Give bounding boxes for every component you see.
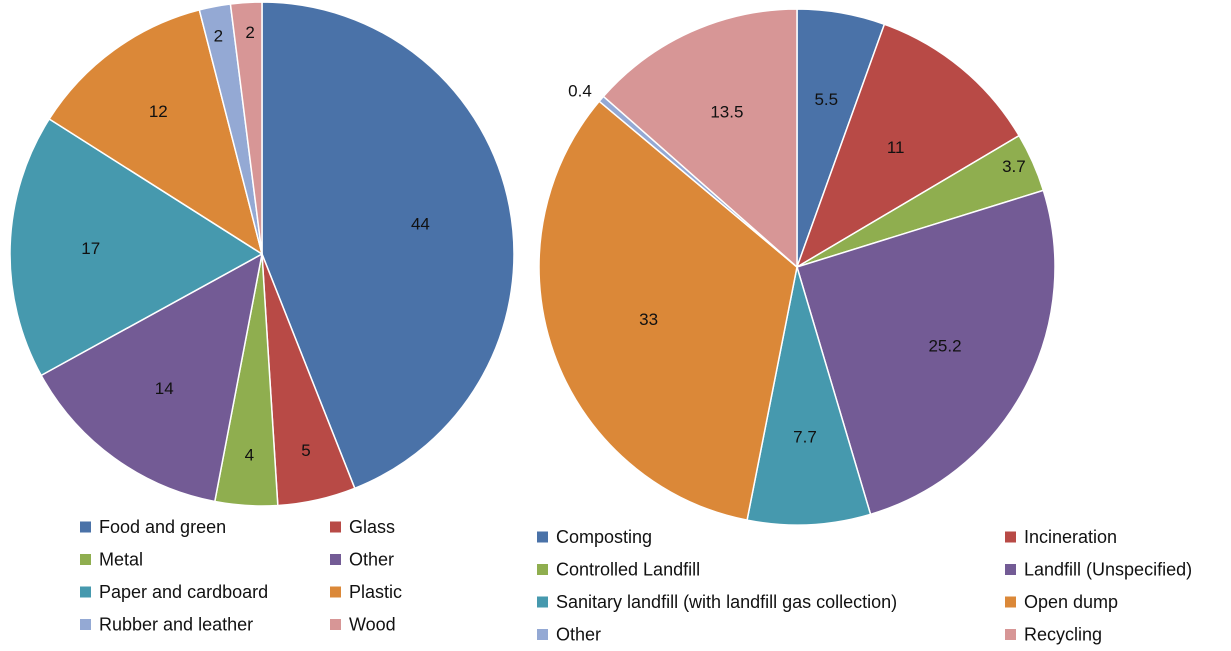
legend-label-rubber-and-leather: Rubber and leather <box>99 615 253 635</box>
pie-slice-plastic <box>48 9 263 255</box>
legend-swatch-incineration <box>1005 531 1016 543</box>
legend-item-open-dump: Open dump <box>1005 592 1118 612</box>
waste-composition-legend: Food and green Glass Metal Other Paper and c… <box>80 517 402 635</box>
legend-item-controlled-landfill: Controlled Landfill <box>537 560 700 580</box>
pie-slice-food-and-green <box>261 1 515 490</box>
legend-swatch-glass <box>330 521 341 533</box>
slice-label-rubber-and-leather: 2 <box>214 27 223 46</box>
legend-swatch-food-and-green <box>80 521 91 533</box>
legend-item-rubber-and-leather: Rubber and leather <box>80 615 253 635</box>
legend-item-recycling: Recycling <box>1005 625 1102 645</box>
legend-label-paper-and-cardboard: Paper and cardboard <box>99 582 268 602</box>
slice-label-glass: 5 <box>301 441 310 460</box>
legend-item-metal: Metal <box>80 550 143 570</box>
legend-label-sanitary-landfill-with-landfill-gas-collection: Sanitary landfill (with landfill gas col… <box>556 592 897 612</box>
legend-swatch-other <box>537 629 548 640</box>
legend-item-glass: Glass <box>330 517 395 537</box>
legend-item-incineration: Incineration <box>1005 527 1117 547</box>
slice-label-open-dump: 33 <box>639 310 658 329</box>
legend-item-paper-and-cardboard: Paper and cardboard <box>80 582 268 602</box>
legend-label-glass: Glass <box>349 517 395 537</box>
slice-label-composting: 5.5 <box>814 90 838 109</box>
legend-label-other: Other <box>349 550 394 570</box>
slice-label-food-and-green: 44 <box>411 214 430 233</box>
legend-item-plastic: Plastic <box>330 582 402 602</box>
legend-swatch-paper-and-cardboard <box>80 586 91 598</box>
slice-label-plastic: 12 <box>149 102 168 121</box>
legend-swatch-wood <box>330 619 341 630</box>
pie-slice-open-dump <box>538 100 798 521</box>
waste-composition-pie-chart: 44 5 4 14 17 12 2 2 <box>9 1 515 507</box>
pie-slice-paper-and-cardboard <box>9 118 263 377</box>
legend-swatch-metal <box>80 554 91 565</box>
legend-item-landfill-unspecified: Landfill (Unspecified) <box>1005 560 1192 580</box>
legend-label-food-and-green: Food and green <box>99 517 226 537</box>
slice-label-incineration: 11 <box>887 138 905 157</box>
legend-label-metal: Metal <box>99 550 143 570</box>
legend-swatch-rubber-and-leather <box>80 619 91 630</box>
legend-swatch-sanitary-landfill-with-landfill-gas-collection <box>537 596 548 608</box>
waste-disposal-pie-chart: 5.5 11 3.7 25.2 7.7 33 0.4 13.5 <box>538 8 1056 526</box>
legend-item-food-and-green: Food and green <box>80 517 226 537</box>
slice-label-other: 0.4 <box>568 82 592 101</box>
legend-label-composting: Composting <box>556 527 652 547</box>
legend-item-composting: Composting <box>537 527 652 547</box>
legend-swatch-other <box>330 554 341 565</box>
legend-label-plastic: Plastic <box>349 582 402 602</box>
legend-label-other: Other <box>556 625 601 645</box>
pie-slice-wood <box>229 1 263 255</box>
pie-slice-landfill-unspecified <box>796 189 1056 516</box>
slice-label-sanitary-landfill-with-landfill-gas-collection: 7.7 <box>793 428 817 447</box>
legend-item-other: Other <box>537 625 601 645</box>
slice-label-paper-and-cardboard: 17 <box>81 239 100 258</box>
slice-label-other: 14 <box>155 379 174 398</box>
legend-label-controlled-landfill: Controlled Landfill <box>556 560 700 580</box>
legend-label-open-dump: Open dump <box>1024 592 1118 612</box>
pie-slice-incineration <box>796 23 1020 268</box>
slice-label-metal: 4 <box>245 446 254 465</box>
legend-label-incineration: Incineration <box>1024 527 1117 547</box>
legend-item-wood: Wood <box>330 615 396 635</box>
legend-swatch-plastic <box>330 586 341 598</box>
pie-slice-other <box>40 253 263 503</box>
legend-label-recycling: Recycling <box>1024 625 1102 645</box>
pie-slice-sanitary-landfill-with-landfill-gas-collection <box>746 266 872 526</box>
legend-label-wood: Wood <box>349 615 396 635</box>
legend-item-other: Other <box>330 550 394 570</box>
legend-swatch-recycling <box>1005 629 1016 640</box>
legend-item-sanitary-landfill-with-landfill-gas-collection: Sanitary landfill (with landfill gas col… <box>537 592 897 612</box>
legend-label-landfill-unspecified: Landfill (Unspecified) <box>1024 560 1192 580</box>
slice-label-wood: 2 <box>245 23 254 42</box>
slice-label-recycling: 13.5 <box>710 102 743 121</box>
pie-slice-recycling <box>602 8 798 268</box>
waste-disposal-legend: Composting Incineration Controlled Landfil… <box>537 527 1192 645</box>
legend-swatch-composting <box>537 531 548 543</box>
legend-swatch-controlled-landfill <box>537 564 548 575</box>
legend-swatch-landfill-unspecified <box>1005 564 1016 575</box>
legend-swatch-open-dump <box>1005 596 1016 608</box>
slice-label-landfill-unspecified: 25.2 <box>928 336 961 355</box>
slice-label-controlled-landfill: 3.7 <box>1002 157 1026 176</box>
